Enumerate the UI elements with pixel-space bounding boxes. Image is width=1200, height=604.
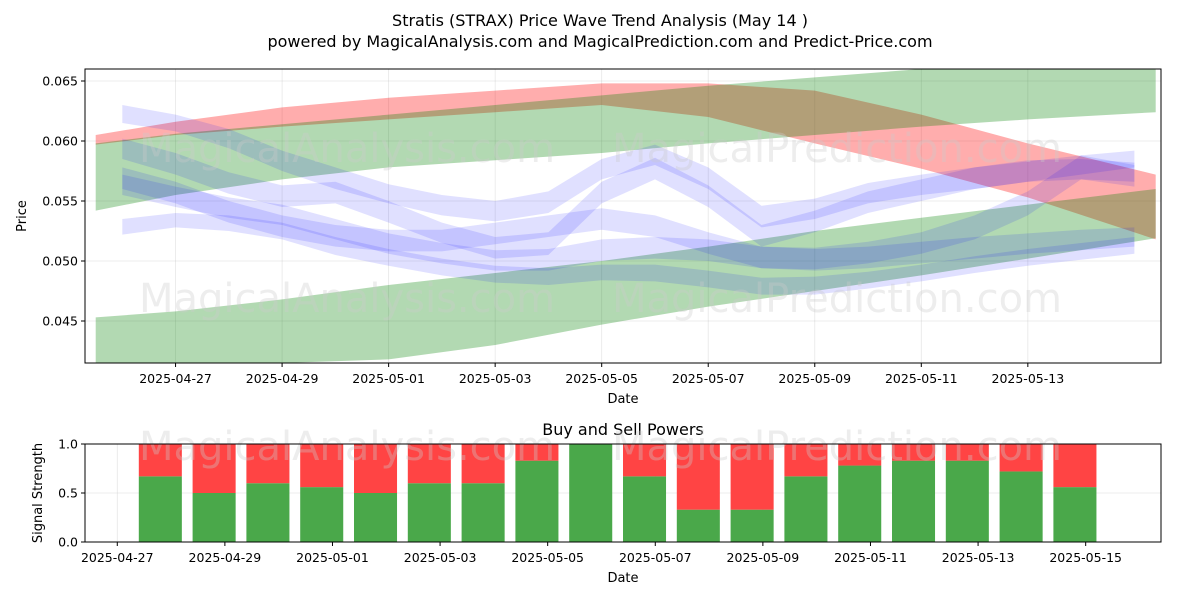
sell-bar <box>730 444 774 510</box>
price-x-tick-label: 2025-05-09 <box>778 371 851 386</box>
signal-y-axis-label: Signal Strength <box>31 443 46 543</box>
buy-bar <box>138 476 182 542</box>
sell-bar <box>354 444 398 493</box>
buy-bar <box>945 460 989 542</box>
price-y-ticks: 0.045 0.050 0.055 0.060 0.065 <box>42 74 85 329</box>
signal-x-tick-label: 2025-05-11 <box>834 550 907 565</box>
buy-bar <box>784 476 828 542</box>
price-band-blue-4 <box>122 105 1135 228</box>
price-x-tick-label: 2025-05-03 <box>459 371 532 386</box>
price-y-tick-label: 0.055 <box>42 194 78 209</box>
price-x-tick-label: 2025-05-13 <box>992 371 1065 386</box>
watermark-analysis-top: MagicalAnalysis.com <box>139 126 555 172</box>
buy-bar <box>1053 487 1097 542</box>
price-y-tick-label: 0.045 <box>42 314 78 329</box>
sell-bar <box>999 444 1043 472</box>
sell-bar <box>138 444 182 477</box>
signal-x-tick-label: 2025-05-07 <box>619 550 692 565</box>
price-band-blue-6 <box>122 155 1135 270</box>
buy-bar <box>892 460 936 542</box>
sell-bar <box>623 444 667 477</box>
signal-x-tick-label: 2025-04-29 <box>189 550 262 565</box>
buy-bar <box>407 483 451 542</box>
price-x-tick-label: 2025-05-05 <box>565 371 638 386</box>
signal-x-tick-label: 2025-04-27 <box>81 550 154 565</box>
price-x-tick-label: 2025-05-01 <box>352 371 425 386</box>
signal-x-tick-label: 2025-05-09 <box>727 550 800 565</box>
buy-bar <box>300 487 344 542</box>
signal-x-axis-label: Date <box>607 571 638 586</box>
sell-bar <box>892 444 936 461</box>
sell-bar <box>515 444 559 461</box>
buy-bar <box>730 509 774 542</box>
price-band-blue-5 <box>122 138 1135 259</box>
buy-bar <box>246 483 290 542</box>
signal-y-tick-label: 0.0 <box>58 535 78 550</box>
chart-subtitle: powered by MagicalAnalysis.com and Magic… <box>267 32 932 51</box>
watermark-analysis-bottom: MagicalAnalysis.com <box>139 276 555 322</box>
buy-bar <box>999 471 1043 542</box>
signal-plot-title: Buy and Sell Powers <box>542 420 704 439</box>
signal-x-tick-label: 2025-05-15 <box>1049 550 1122 565</box>
price-plot-frame <box>84 68 1162 364</box>
price-x-tick-label: 2025-04-29 <box>246 371 319 386</box>
buy-bar <box>569 444 613 542</box>
price-grid <box>85 69 1161 363</box>
price-x-tick-label: 2025-05-11 <box>885 371 958 386</box>
buy-bar <box>515 460 559 542</box>
price-band-green-2 <box>95 189 1156 363</box>
sell-bar <box>300 444 344 488</box>
buy-bar <box>838 465 882 542</box>
sell-bar <box>945 444 989 461</box>
watermark-prediction-bottom: MagicalPrediction.com <box>612 276 1062 322</box>
sell-bar <box>192 444 236 493</box>
sell-bar <box>784 444 828 477</box>
signal-y-tick-label: 0.5 <box>58 486 78 501</box>
sell-bar <box>676 444 720 510</box>
price-x-axis-label: Date <box>607 392 638 407</box>
signal-y-tick-label: 1.0 <box>58 437 78 452</box>
price-band-red-0 <box>95 83 1156 240</box>
sell-bar <box>407 444 451 484</box>
signal-x-ticks: 2025-04-27 2025-04-29 2025-05-01 2025-05-03… <box>81 542 1122 565</box>
price-y-tick-label: 0.050 <box>42 254 78 269</box>
buy-bar <box>461 483 505 542</box>
watermark-prediction-top: MagicalPrediction.com <box>612 126 1062 172</box>
price-x-tick-label: 2025-05-07 <box>672 371 745 386</box>
signal-bars <box>138 444 1097 542</box>
chart-title: Stratis (STRAX) Price Wave Trend Analysi… <box>392 11 808 30</box>
buy-bar <box>192 493 236 542</box>
sell-bar <box>461 444 505 484</box>
price-y-axis-label: Price <box>15 200 30 232</box>
buy-bar <box>623 476 667 542</box>
price-band-green-1 <box>95 69 1156 211</box>
price-y-tick-label: 0.065 <box>42 74 78 89</box>
sell-bar <box>1053 444 1097 488</box>
signal-x-tick-label: 2025-05-03 <box>404 550 477 565</box>
signal-x-tick-label: 2025-05-13 <box>942 550 1015 565</box>
watermark-prediction-signal: MagicalPrediction.com <box>612 424 1062 470</box>
price-x-ticks: 2025-04-27 2025-04-29 2025-05-01 2025-05-03… <box>139 363 1064 386</box>
sell-bar <box>246 444 290 484</box>
signal-x-tick-label: 2025-05-05 <box>511 550 584 565</box>
watermark-analysis-signal: MagicalAnalysis.com <box>139 424 555 470</box>
signal-x-tick-label: 2025-05-01 <box>296 550 369 565</box>
price-plot: MagicalAnalysis.com MagicalPrediction.co… <box>15 68 1162 407</box>
signal-y-ticks: 0.0 0.5 1.0 <box>58 437 85 550</box>
price-x-tick-label: 2025-04-27 <box>139 371 212 386</box>
sell-bar <box>838 444 882 466</box>
buy-bar <box>676 509 720 542</box>
price-band-blue-3 <box>122 213 1135 295</box>
price-bands <box>95 69 1156 363</box>
price-band-blue-7 <box>122 174 1135 271</box>
price-y-tick-label: 0.060 <box>42 134 78 149</box>
signal-plot: Buy and Sell Powers MagicalAnalysis.com … <box>31 420 1162 586</box>
buy-bar <box>354 493 398 542</box>
